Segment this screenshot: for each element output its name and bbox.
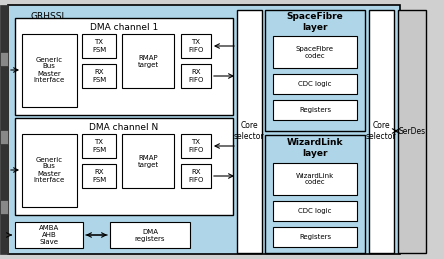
Bar [15,118,233,215]
Text: DMA
registers: DMA registers [135,228,165,241]
Text: TX
FIFO: TX FIFO [188,140,204,153]
Bar [82,164,116,188]
Text: AMBA
AHB
Slave: AMBA AHB Slave [39,225,59,245]
Text: Registers: Registers [299,234,331,240]
Bar [273,201,357,221]
Text: CDC logic: CDC logic [298,81,332,87]
Bar [22,134,77,207]
Bar [181,64,211,88]
Bar [8,5,400,254]
Text: Registers: Registers [299,107,331,113]
Bar [22,34,77,107]
Bar [369,10,394,253]
Text: TX
FSM: TX FSM [92,140,106,153]
Bar [15,18,233,115]
Bar [122,34,174,88]
Text: CDC logic: CDC logic [298,208,332,214]
Bar [181,164,211,188]
Bar [82,134,116,158]
Text: RX
FSM: RX FSM [92,169,106,183]
Bar [0,130,8,144]
Bar [15,222,83,248]
Bar [82,64,116,88]
Bar [265,135,365,253]
Bar [82,34,116,58]
Text: Generic
Bus
Master
Interface: Generic Bus Master Interface [33,156,65,183]
Bar [0,200,8,214]
Text: Core
selector: Core selector [366,121,396,141]
Text: RX
FIFO: RX FIFO [188,69,204,83]
Bar [0,5,8,254]
Text: RMAP
target: RMAP target [138,54,159,68]
Text: SerDes: SerDes [398,126,425,135]
Text: DMA channel 1: DMA channel 1 [90,23,158,32]
Text: RMAP
target: RMAP target [138,155,159,168]
Text: TX
FIFO: TX FIFO [188,40,204,53]
Text: GRHSSL: GRHSSL [30,12,67,21]
Bar [181,134,211,158]
Bar [181,34,211,58]
Bar [110,222,190,248]
Text: DMA channel N: DMA channel N [89,123,159,132]
Bar [273,163,357,195]
Bar [273,227,357,247]
Text: RX
FIFO: RX FIFO [188,169,204,183]
Text: Core
selector: Core selector [234,121,264,141]
Text: WizardLink
codec: WizardLink codec [296,172,334,185]
Bar [265,10,365,131]
Bar [122,134,174,188]
Bar [273,74,357,94]
Text: TX
FSM: TX FSM [92,40,106,53]
Bar [0,52,8,66]
Bar [273,36,357,68]
Text: WizardLink
layer: WizardLink layer [287,138,343,158]
Text: Generic
Bus
Master
Interface: Generic Bus Master Interface [33,56,65,83]
Text: SpaceFibre
codec: SpaceFibre codec [296,46,334,59]
Text: SpaceFibre
layer: SpaceFibre layer [287,12,343,32]
Bar [237,10,262,253]
Text: RX
FSM: RX FSM [92,69,106,83]
Bar [398,10,426,253]
Bar [273,100,357,120]
